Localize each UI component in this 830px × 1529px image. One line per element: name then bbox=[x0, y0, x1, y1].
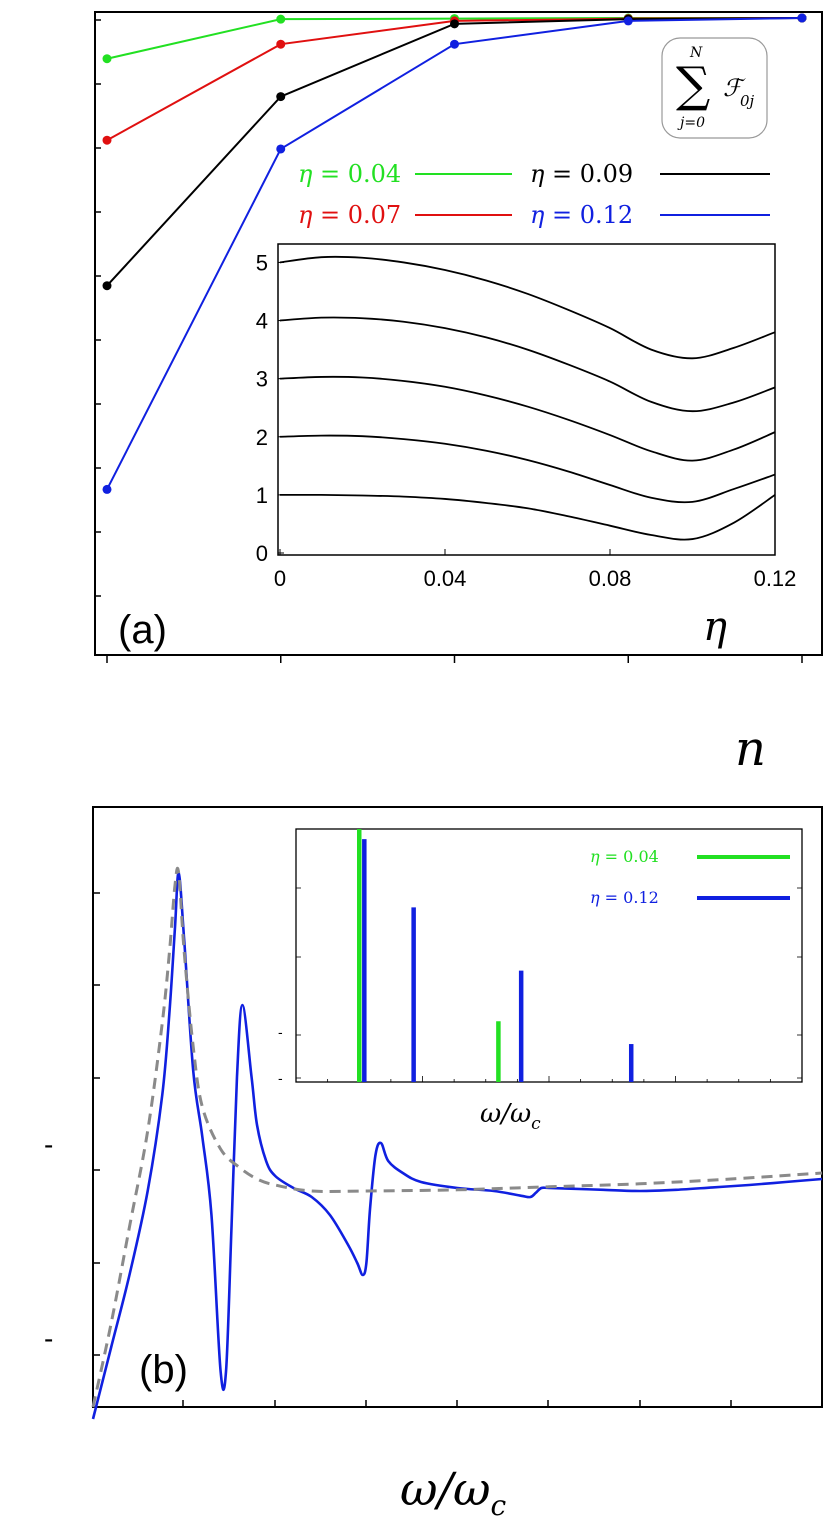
inset-a-y-tick-label: 5 bbox=[256, 250, 268, 275]
legend-eta-symbol: η bbox=[530, 160, 545, 188]
panel-a-inset-curves bbox=[279, 255, 776, 541]
inset-a-x-tick-label: 0.08 bbox=[589, 566, 632, 591]
legend-label-2: η = 0.09 bbox=[530, 160, 633, 188]
panel-b-x-ticks bbox=[182, 1400, 732, 1407]
panel-b-xlabel-sub: c bbox=[491, 1489, 507, 1522]
legend-eta-value: = 0.12 bbox=[544, 201, 633, 229]
panel-b-left-mark-1: - bbox=[44, 1129, 53, 1160]
sum-formula-box: N ∑ ℱ 0j j=0 bbox=[661, 37, 768, 139]
legend-eta-symbol: η bbox=[530, 201, 545, 229]
inset-a-y-tick-label: 3 bbox=[256, 367, 268, 392]
panel-a-label: (a) bbox=[118, 608, 167, 652]
panel-b-series-1 bbox=[91, 866, 823, 1408]
inset-a-x-tick-label: 0 bbox=[274, 566, 286, 591]
series-point-0 bbox=[276, 14, 286, 24]
legend-label-1: η = 0.07 bbox=[298, 201, 401, 229]
panel-b-inset-xlabel-sub: c bbox=[531, 1114, 541, 1134]
legend-eta-symbol: η bbox=[298, 160, 313, 188]
sum-term-subscript: 0j bbox=[740, 92, 755, 110]
legend-label-3: η = 0.12 bbox=[530, 201, 633, 229]
panel-a-x-ticks bbox=[106, 655, 803, 663]
panel-b-inset-ticks bbox=[295, 887, 803, 1082]
panel-a-inset-xlabel: η bbox=[703, 604, 727, 650]
sum-formula-frame bbox=[661, 37, 768, 139]
legend-eta-value: = 0.04 bbox=[312, 160, 401, 188]
panel-a-inset-ticks: 0 0.04 0.08 0.12 0 1 2 3 4 5 bbox=[256, 250, 797, 591]
inset-a-curve-5 bbox=[279, 255, 776, 360]
series-point-3 bbox=[102, 484, 112, 494]
series-point-2 bbox=[102, 281, 112, 291]
legend-eta-value: = 0.07 bbox=[312, 201, 401, 229]
inset-a-y-tick-label: 0 bbox=[256, 541, 268, 566]
inset-b-legend-value: = 0.12 bbox=[600, 888, 659, 907]
panel-b-label: (b) bbox=[139, 1348, 188, 1392]
panel-b-inset: η = 0.04η = 0.12 - - ω/ωc bbox=[278, 828, 803, 1134]
series-point-2 bbox=[450, 19, 459, 29]
sum-sigma: ∑ bbox=[676, 57, 710, 113]
panel-b: - - (b) ω/ωc η = 0.04η = 0.12 - - ω/ωc bbox=[44, 806, 823, 1522]
inset-a-curve-4 bbox=[279, 316, 776, 413]
inset-a-curve-1 bbox=[279, 493, 776, 541]
panel-a-xlabel: n bbox=[735, 721, 766, 777]
series-point-2 bbox=[276, 92, 286, 102]
legend-eta-symbol: η bbox=[298, 201, 313, 229]
inset-a-y-tick-label: 1 bbox=[256, 483, 268, 508]
panel-a: (a) η n N ∑ ℱ 0j j=0 η = 0.04η = 0.07η =… bbox=[94, 11, 823, 777]
panel-b-xlabel: ω/ωc bbox=[400, 1462, 507, 1522]
inset-b-legend-eta: η bbox=[590, 847, 600, 866]
inset-a-x-tick-label: 0.12 bbox=[754, 566, 797, 591]
inset-b-legend-value: = 0.04 bbox=[600, 847, 659, 866]
sum-upper-limit: N bbox=[689, 45, 703, 61]
series-point-3 bbox=[450, 39, 459, 49]
inset-b-legend-eta: η bbox=[590, 888, 600, 907]
panel-b-inset-bars bbox=[357, 829, 634, 1082]
panel-b-inset-legend: η = 0.04η = 0.12 bbox=[590, 847, 790, 907]
panel-b-inset-xlabel-main: ω/ω bbox=[480, 1099, 531, 1129]
series-point-1 bbox=[102, 135, 112, 145]
inset-a-x-tick-label: 0.04 bbox=[424, 566, 467, 591]
series-point-0 bbox=[102, 54, 112, 64]
inset-a-y-tick-label: 4 bbox=[256, 309, 268, 334]
panel-a-frame bbox=[94, 11, 823, 656]
sum-term: ℱ bbox=[723, 74, 746, 102]
panel-a-inset-frame bbox=[277, 243, 776, 556]
inset-a-curve-3 bbox=[279, 375, 776, 462]
series-point-1 bbox=[276, 39, 286, 49]
series-point-3 bbox=[276, 144, 286, 154]
panel-b-xlabel-main: ω/ω bbox=[400, 1462, 491, 1516]
sum-lower-limit: j=0 bbox=[677, 115, 705, 131]
panel-b-inset-frame bbox=[295, 828, 803, 1083]
panel-a-inset: 0 0.04 0.08 0.12 0 1 2 3 4 5 bbox=[256, 243, 797, 591]
legend-label-0: η = 0.04 bbox=[298, 160, 401, 188]
inset-b-legend-label-0: η = 0.04 bbox=[590, 847, 659, 866]
panel-a-series bbox=[102, 13, 807, 494]
series-point-3 bbox=[623, 16, 633, 26]
panel-b-y-ticks bbox=[93, 892, 100, 1356]
inset-a-curve-2 bbox=[279, 434, 776, 504]
panel-b-inset-tick-mark-2: - bbox=[278, 1070, 283, 1086]
panel-b-inset-tick-mark-1: - bbox=[278, 1024, 283, 1040]
panel-b-left-mark-2: - bbox=[44, 1323, 53, 1354]
legend-eta-value: = 0.09 bbox=[544, 160, 633, 188]
inset-a-y-tick-label: 2 bbox=[256, 425, 268, 450]
panel-a-legend: η = 0.04η = 0.07η = 0.09η = 0.12 bbox=[298, 160, 770, 229]
panel-b-inset-xlabel: ω/ωc bbox=[480, 1099, 541, 1134]
panel-b-series-0 bbox=[91, 871, 823, 1420]
series-point-3 bbox=[797, 13, 807, 23]
panel-b-series bbox=[91, 866, 823, 1420]
panel-a-y-ticks bbox=[95, 19, 101, 597]
inset-b-legend-label-1: η = 0.12 bbox=[590, 888, 659, 907]
